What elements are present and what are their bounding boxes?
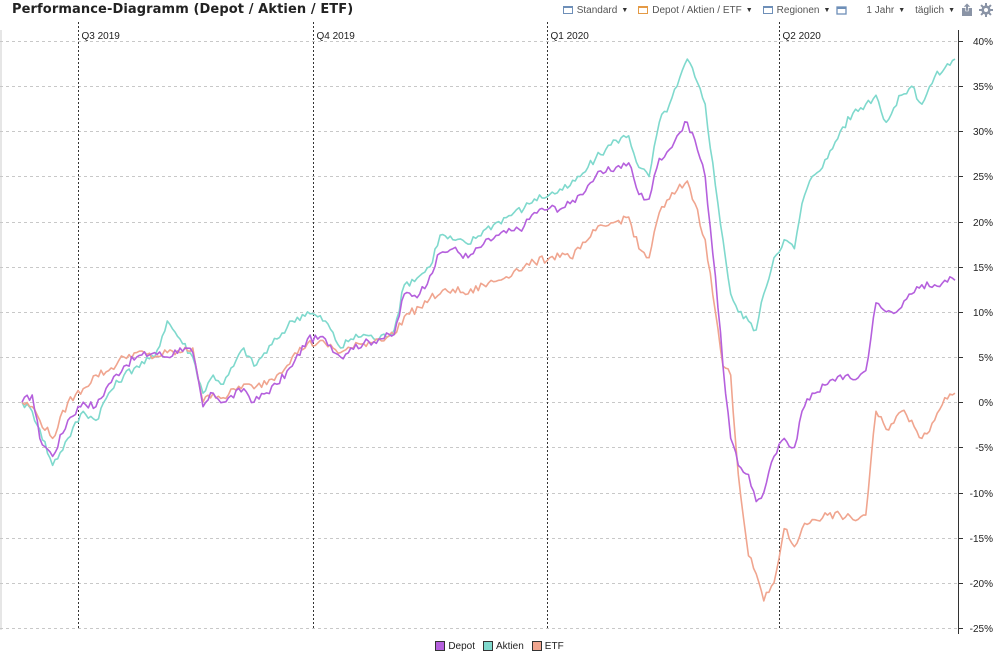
view-select-standard[interactable]: Standard ▼ [562,4,629,16]
series-line-aktien [21,58,956,467]
y-tick-label: -5% [975,443,993,454]
y-tick-label: 40% [973,37,993,48]
legend-swatch-etf [531,641,542,651]
y-tick-label: 5% [979,353,994,364]
interval-select-label: täglich [915,4,945,16]
y-axis: 40% 35% 30% 25% 20% 15% 10% 5% 0% -5% -10% -15% -20%… [958,30,993,635]
quarter-markers: Q3 2019 Q4 2019 Q1 2020 Q2 2020 [78,22,822,630]
interval-select[interactable]: täglich ▼ [915,5,955,16]
caret-down-icon: ▼ [898,6,906,14]
legend-item-aktien[interactable]: Aktien [483,641,524,652]
series-lines [21,58,956,602]
view-select-depot-aktien-etf[interactable]: Depot / Aktien / ETF ▼ [638,4,753,16]
view-select-depot-aktien-etf-label: Depot / Aktien / ETF [652,4,742,16]
y-tick-label: 35% [973,82,993,93]
y-tick-label: -15% [970,534,993,545]
quarter-label: Q3 2019 [82,31,121,42]
chart-toolbar: Standard ▼ Depot / Aktien / ETF ▼ Region… [553,3,993,17]
y-tick-label: 0% [979,398,994,409]
settings-icon [979,3,993,17]
y-tick-label: -10% [970,489,993,500]
chart-view-icon [638,6,649,14]
y-tick-label: -20% [970,579,993,590]
y-tick-label: 25% [973,172,993,183]
y-tick-label: 15% [973,263,993,274]
chart-view-icon [762,6,773,14]
y-tick-label: 10% [973,308,993,319]
view-select-regionen[interactable]: Regionen ▼ [762,4,831,16]
caret-down-icon: ▼ [621,6,629,14]
chart-header: Performance-Diagramm (Depot / Aktien / E… [0,0,999,22]
caret-down-icon: ▼ [745,6,753,14]
legend-item-etf[interactable]: ETF [531,640,564,652]
legend-label-etf: ETF [544,640,564,652]
quarter-label: Q4 2019 [317,31,356,42]
export-icon [962,3,972,16]
period-select[interactable]: 1 Jahr ▼ [866,5,905,16]
period-select-label: 1 Jahr [866,4,895,16]
y-tick-label: -25% [970,624,993,635]
settings-button[interactable] [979,3,993,17]
legend-label-aktien: Aktien [496,640,524,652]
panel-left-edge [0,30,2,630]
grid-lines [0,41,960,629]
series-line-depot [21,121,956,503]
legend-item-depot[interactable]: Depot [435,641,475,652]
caret-down-icon: ▼ [823,6,831,14]
view-select-regionen-label: Regionen [776,4,820,16]
legend-label-depot: Depot [448,640,475,652]
fullscreen-button[interactable] [836,5,848,16]
caret-down-icon: ▼ [948,6,955,14]
series-line-etf [21,180,956,602]
legend-swatch-aktien [483,641,493,651]
performance-chart: Q3 2019 Q4 2019 Q1 2020 Q2 2020 40% 35% 30% 25… [0,22,993,635]
chart-title: Performance-Diagramm (Depot / Aktien / E… [12,2,354,17]
quarter-label: Q2 2020 [783,31,822,42]
chart-view-icon [562,6,573,14]
view-select-standard-label: Standard [576,4,618,16]
export-button[interactable] [961,3,973,17]
legend-swatch-depot [435,641,446,651]
quarter-label: Q1 2020 [551,31,590,42]
fullscreen-icon [836,5,848,15]
y-tick-label: 30% [973,127,993,138]
y-tick-label: 20% [973,218,993,229]
chart-legend: Depot Aktien ETF [0,638,999,654]
